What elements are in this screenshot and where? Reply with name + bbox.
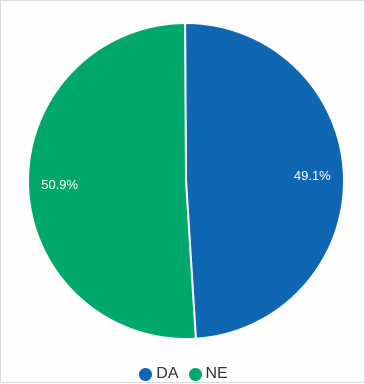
legend-label-da: DA bbox=[156, 365, 179, 382]
legend-marker-ne bbox=[188, 367, 202, 381]
legend-marker-da bbox=[139, 367, 153, 381]
legend-item-ne[interactable]: NE bbox=[188, 365, 228, 383]
legend-item-da[interactable]: DA bbox=[139, 365, 179, 383]
slice-label-da: 49.1% bbox=[294, 168, 331, 183]
legend-label-ne: NE bbox=[205, 365, 228, 382]
slice-label-ne: 50.9% bbox=[41, 177, 78, 192]
pie-slice-da[interactable] bbox=[184, 22, 345, 340]
pie-slice-ne[interactable] bbox=[27, 21, 197, 340]
legend: DA NE bbox=[1, 365, 365, 383]
